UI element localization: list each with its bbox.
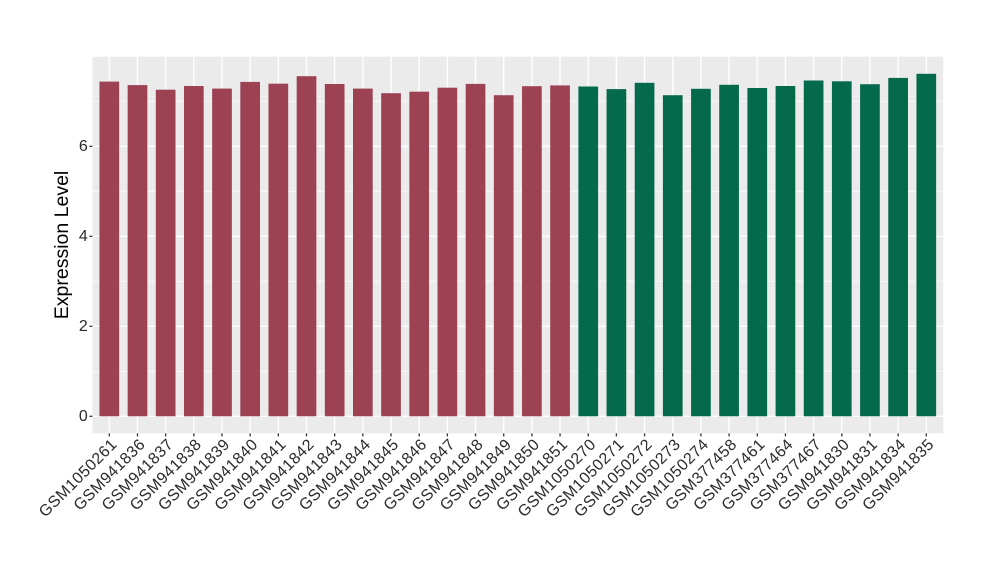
svg-text:4: 4 [79, 228, 88, 245]
svg-text:Expression Level: Expression Level [51, 171, 73, 320]
svg-text:2: 2 [79, 318, 88, 335]
svg-text:0: 0 [79, 408, 88, 425]
svg-text:6: 6 [79, 138, 88, 155]
